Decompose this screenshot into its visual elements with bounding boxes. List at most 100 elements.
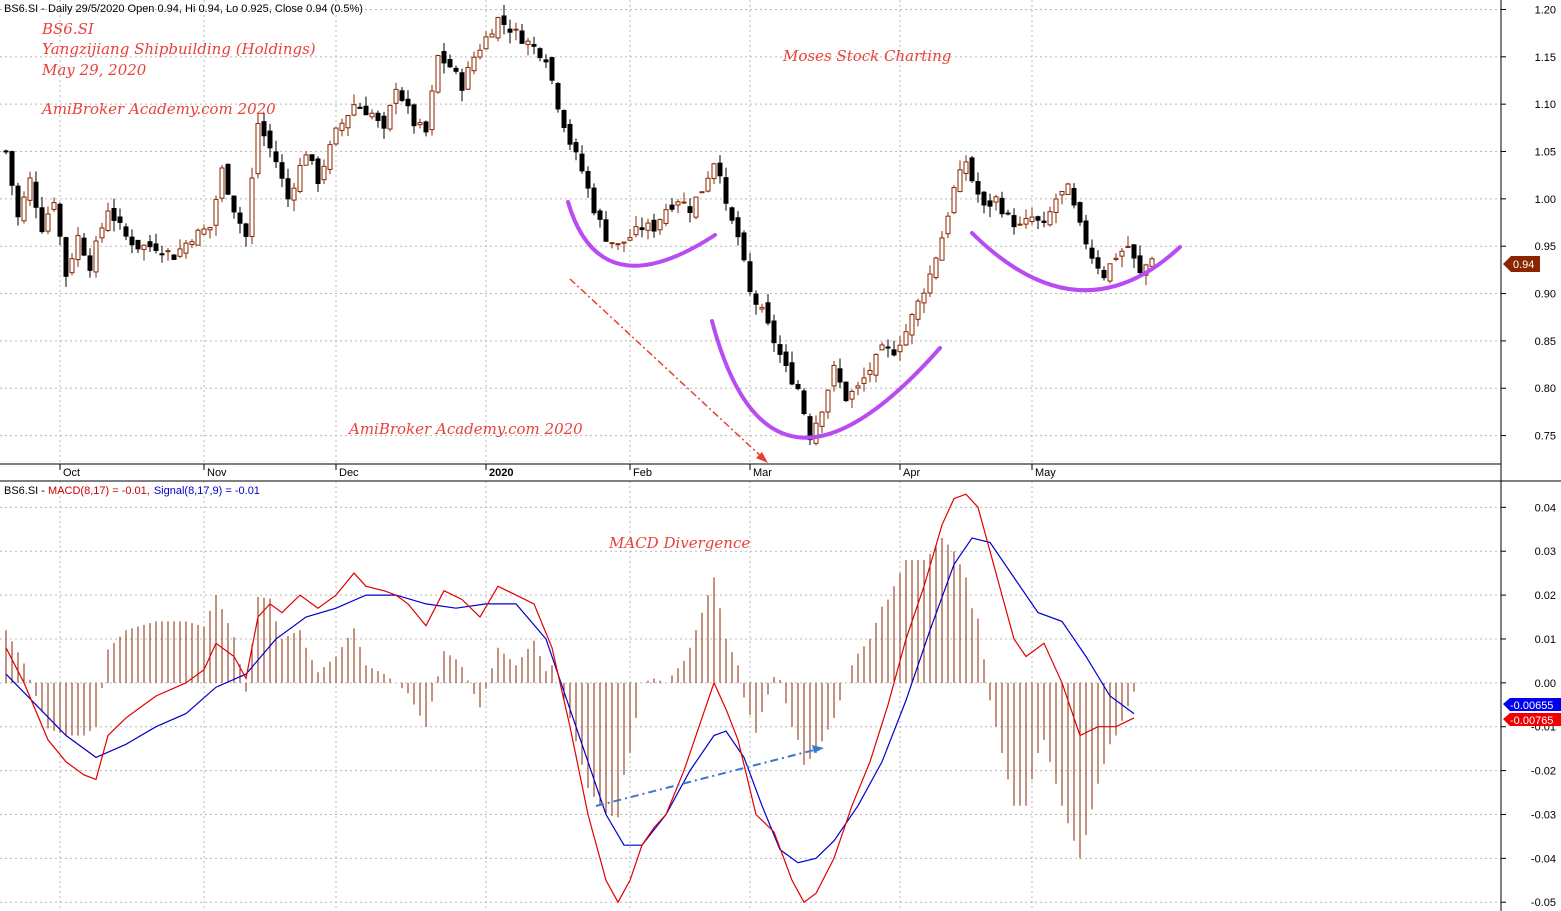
candle <box>471 51 477 75</box>
candle <box>1119 248 1125 268</box>
price-candles <box>3 5 1155 446</box>
candle-body <box>1047 211 1053 226</box>
candle <box>165 248 171 261</box>
candle-body <box>675 201 681 206</box>
candle <box>819 410 825 434</box>
candle-body <box>897 344 903 353</box>
candle-body <box>987 200 993 207</box>
candle <box>993 194 999 211</box>
candle-body <box>177 248 183 257</box>
candle <box>1125 236 1131 249</box>
candle-body <box>729 207 735 221</box>
candle-body <box>285 178 291 200</box>
price-tick-label: 1.05 <box>1535 147 1556 159</box>
candle <box>507 19 513 44</box>
candle <box>261 112 267 147</box>
candle <box>723 167 729 211</box>
candle-body <box>147 241 153 248</box>
candle-body <box>705 177 711 192</box>
candle <box>153 233 159 254</box>
candle <box>495 16 501 42</box>
candle <box>81 233 87 257</box>
candle <box>1065 182 1071 196</box>
candle-body <box>819 411 825 427</box>
candle <box>915 298 921 327</box>
macd-tick-label: -0.03 <box>1531 809 1556 821</box>
candle-body <box>693 196 699 218</box>
candle <box>147 235 153 253</box>
candle-body <box>153 243 159 251</box>
candle <box>1137 245 1143 277</box>
candle-body <box>513 28 519 31</box>
candle <box>951 185 957 215</box>
candle <box>1059 190 1065 205</box>
annotation-company: Yangzijiang Shipbuilding (Holdings) <box>42 40 316 58</box>
candle <box>381 111 387 139</box>
candle-body <box>1041 220 1047 223</box>
macd-histogram <box>5 538 1135 859</box>
candle <box>465 61 471 90</box>
candle <box>321 159 327 185</box>
candle-body <box>267 130 273 149</box>
candle <box>909 313 915 345</box>
candle-body <box>1029 216 1035 222</box>
candle <box>735 211 741 246</box>
candle <box>1035 215 1041 230</box>
macd-header-macd: MACD(8,17) = -0.01, <box>48 485 150 497</box>
candle <box>765 294 771 326</box>
candle <box>837 358 843 389</box>
candle <box>129 229 135 254</box>
price-tick-label: 1.00 <box>1535 194 1556 206</box>
candle <box>849 389 855 409</box>
price-tick-label: 0.80 <box>1535 383 1556 395</box>
candle <box>369 109 375 120</box>
candle-body <box>465 66 471 90</box>
macd-arrow-head <box>812 745 824 753</box>
candle-body <box>15 185 21 218</box>
candle-body <box>117 216 123 223</box>
candle-body <box>957 169 963 193</box>
candle-body <box>51 202 57 210</box>
candle <box>627 228 633 242</box>
macd-y-axis: -0.05-0.04-0.03-0.02-0.010.000.010.020.0… <box>1501 502 1556 909</box>
candle-body <box>231 195 237 213</box>
candle-body <box>669 204 675 210</box>
candle <box>357 102 363 109</box>
candle-body <box>855 385 861 389</box>
candle-body <box>447 58 453 68</box>
candle <box>1077 201 1083 226</box>
candle-body <box>273 151 279 163</box>
candle-body <box>207 227 213 231</box>
candle-body <box>333 127 339 145</box>
candle-body <box>141 244 147 250</box>
candle-body <box>1089 247 1095 259</box>
candle-body <box>1077 202 1083 223</box>
candle <box>279 154 285 188</box>
candle-body <box>309 154 315 161</box>
candle-body <box>861 377 867 384</box>
candle <box>807 413 813 446</box>
candle-body <box>1095 257 1101 269</box>
candle <box>699 191 705 194</box>
candle-body <box>939 237 945 261</box>
candle <box>945 212 951 239</box>
date-tick-label: Mar <box>753 467 772 479</box>
candle <box>423 120 429 137</box>
candle <box>705 171 711 193</box>
candle <box>933 256 939 280</box>
candle-body <box>1005 212 1011 215</box>
candle <box>813 415 819 446</box>
candle <box>429 84 435 136</box>
candle <box>981 191 987 214</box>
candle <box>879 341 885 351</box>
candle-body <box>399 90 405 101</box>
candle <box>303 151 309 166</box>
candle <box>663 203 669 227</box>
candle-body <box>951 187 957 214</box>
candle <box>207 227 213 239</box>
candle-body <box>255 123 261 175</box>
candle <box>669 198 675 213</box>
candle-body <box>1053 198 1059 214</box>
candle-body <box>93 240 99 273</box>
candle <box>291 182 297 212</box>
